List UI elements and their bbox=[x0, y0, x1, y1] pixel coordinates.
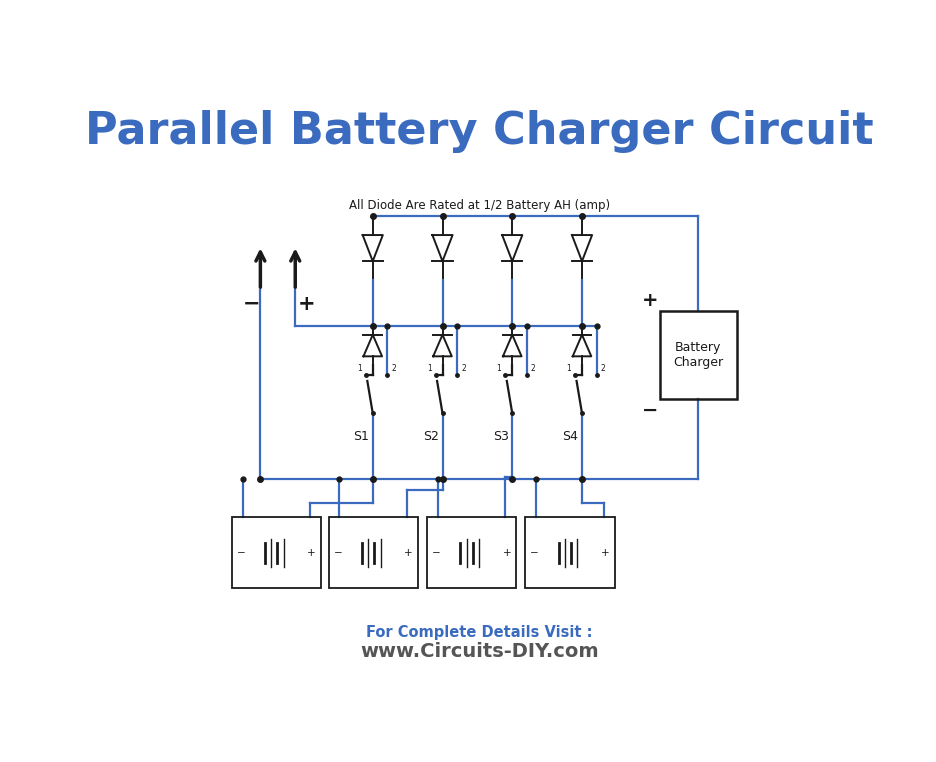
Text: www.Circuits-DIY.com: www.Circuits-DIY.com bbox=[360, 642, 599, 661]
Text: 2: 2 bbox=[391, 364, 396, 373]
Text: S3: S3 bbox=[492, 430, 508, 443]
Text: S2: S2 bbox=[423, 430, 439, 443]
Text: −: − bbox=[642, 401, 658, 420]
Text: −: − bbox=[242, 294, 260, 314]
Text: −: − bbox=[237, 548, 245, 558]
Text: 2: 2 bbox=[601, 364, 606, 373]
Text: For Complete Details Visit :: For Complete Details Visit : bbox=[367, 626, 592, 640]
Text: −: − bbox=[531, 548, 539, 558]
Text: Parallel Battery Charger Circuit: Parallel Battery Charger Circuit bbox=[85, 110, 874, 153]
Text: 2: 2 bbox=[531, 364, 535, 373]
Text: +: + bbox=[601, 548, 609, 558]
Text: S4: S4 bbox=[563, 430, 578, 443]
Bar bbox=[329, 517, 417, 588]
Text: 1: 1 bbox=[358, 364, 362, 373]
Text: +: + bbox=[642, 290, 658, 309]
Text: Battery: Battery bbox=[675, 341, 722, 354]
Text: S1: S1 bbox=[353, 430, 369, 443]
Text: −: − bbox=[333, 548, 343, 558]
Bar bbox=[427, 517, 516, 588]
Text: Charger: Charger bbox=[673, 356, 724, 369]
Text: +: + bbox=[307, 548, 315, 558]
Text: 2: 2 bbox=[461, 364, 466, 373]
Text: 1: 1 bbox=[497, 364, 502, 373]
Bar bbox=[232, 517, 321, 588]
Bar bbox=[525, 517, 615, 588]
Text: 1: 1 bbox=[427, 364, 431, 373]
Text: −: − bbox=[431, 548, 441, 558]
Text: +: + bbox=[298, 294, 315, 314]
Text: +: + bbox=[404, 548, 413, 558]
Text: 1: 1 bbox=[566, 364, 571, 373]
Bar bbox=[660, 311, 737, 399]
Text: All Diode Are Rated at 1/2 Battery AH (amp): All Diode Are Rated at 1/2 Battery AH (a… bbox=[349, 199, 610, 212]
Text: +: + bbox=[503, 548, 511, 558]
